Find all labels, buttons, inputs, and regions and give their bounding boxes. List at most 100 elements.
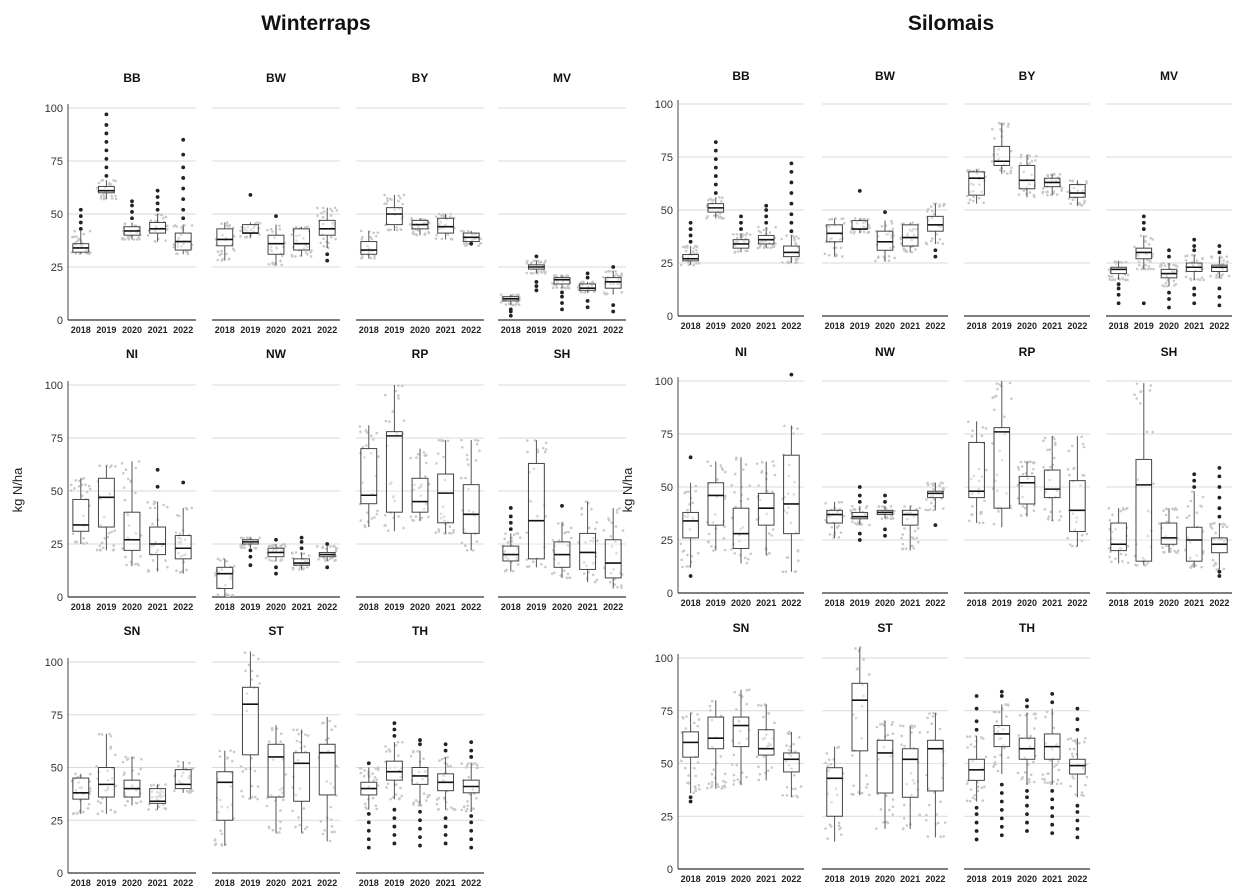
jitter-point <box>712 768 716 771</box>
jitter-point <box>385 786 388 789</box>
jitter-point <box>722 217 725 220</box>
jitter-point <box>372 779 375 782</box>
box-2022 <box>924 202 946 259</box>
jitter-point <box>1120 261 1124 264</box>
jitter-point <box>983 499 986 502</box>
jitter-point <box>272 758 275 762</box>
facet-plot-area <box>214 193 339 267</box>
jitter-point <box>1161 284 1165 287</box>
jitter-point <box>220 832 224 836</box>
jitter-point <box>294 225 298 229</box>
jitter-point <box>620 272 624 276</box>
jitter-point <box>474 233 477 236</box>
outlier-point <box>999 689 1004 694</box>
jitter-point <box>1066 737 1070 741</box>
jitter-point <box>1164 513 1168 517</box>
outlier-point <box>1075 717 1080 722</box>
outlier-point <box>857 499 862 504</box>
jitter-point <box>250 784 254 788</box>
jitter-point <box>983 785 986 789</box>
box-iqr <box>174 535 192 560</box>
jitter-point <box>1083 199 1086 203</box>
jitter-point <box>1071 775 1075 778</box>
jitter-point <box>377 767 380 771</box>
jitter-point <box>240 789 243 793</box>
jitter-point <box>828 533 832 536</box>
box-2020 <box>408 216 431 237</box>
outlier-point <box>789 229 794 234</box>
jitter-point <box>399 786 402 790</box>
jitter-point <box>866 217 870 221</box>
jitter-point <box>151 559 155 562</box>
jitter-point <box>733 551 737 555</box>
jitter-point <box>935 232 938 236</box>
jitter-point <box>544 514 548 518</box>
jitter-point <box>466 804 470 808</box>
jitter-point <box>358 425 362 428</box>
box-iqr <box>901 748 919 798</box>
jitter-point <box>114 179 117 183</box>
jitter-point <box>173 789 176 793</box>
facet-plot-area <box>1107 214 1231 310</box>
jitter-point <box>731 232 735 236</box>
jitter-point <box>1055 489 1059 493</box>
jitter-point <box>511 569 515 573</box>
x-tick-label: 2019 <box>240 602 260 612</box>
jitter-point <box>1076 189 1079 192</box>
jitter-point <box>709 464 713 468</box>
outlier-point <box>1050 789 1055 793</box>
jitter-point <box>470 233 474 236</box>
outlier-point <box>857 531 862 536</box>
jitter-point <box>830 801 833 804</box>
jitter-point <box>114 194 117 198</box>
jitter-point <box>178 532 182 535</box>
outlier-point <box>1192 237 1197 242</box>
jitter-point <box>853 522 857 525</box>
jitter-point <box>529 500 533 503</box>
jitter-point <box>1221 522 1224 526</box>
box-iqr <box>241 686 259 756</box>
jitter-point <box>383 514 387 517</box>
jitter-point <box>1070 544 1074 548</box>
jitter-point <box>1081 766 1085 770</box>
jitter-point <box>938 727 942 731</box>
jitter-point <box>244 767 248 771</box>
jitter-point <box>1210 255 1214 259</box>
jitter-point <box>229 749 232 752</box>
facet-plot-area <box>359 193 483 260</box>
jitter-point <box>365 431 369 434</box>
jitter-point <box>334 559 337 562</box>
x-tick-label: 2020 <box>122 325 142 335</box>
jitter-point <box>1071 198 1075 202</box>
jitter-point <box>1066 468 1070 471</box>
jitter-point <box>796 257 800 261</box>
jitter-point <box>1029 734 1032 738</box>
jitter-point <box>1026 477 1029 480</box>
outlier-point <box>789 372 794 377</box>
jitter-point <box>533 439 537 442</box>
jitter-point <box>915 536 919 540</box>
x-tick-label: 2019 <box>706 321 726 331</box>
jitter-point <box>1108 275 1112 279</box>
jitter-point <box>320 721 324 725</box>
jitter-point <box>765 733 768 736</box>
box-2019 <box>850 646 871 797</box>
jitter-point <box>1198 263 1202 266</box>
jitter-point <box>926 508 930 512</box>
jitter-point <box>330 825 334 828</box>
outlier-point <box>1075 835 1080 840</box>
jitter-point <box>397 754 400 757</box>
jitter-point <box>566 544 570 547</box>
jitter-point <box>450 238 454 241</box>
box-2021 <box>755 703 776 782</box>
jitter-point <box>139 767 143 771</box>
jitter-point <box>305 560 309 563</box>
jitter-point <box>1210 527 1214 530</box>
jitter-point <box>220 222 224 225</box>
x-tick-label: 2022 <box>1067 598 1087 608</box>
jitter-point <box>758 240 762 244</box>
x-tick-label: 2020 <box>1017 598 1037 608</box>
box-2020 <box>266 214 287 267</box>
jitter-point <box>887 259 891 262</box>
jitter-point <box>924 818 928 822</box>
